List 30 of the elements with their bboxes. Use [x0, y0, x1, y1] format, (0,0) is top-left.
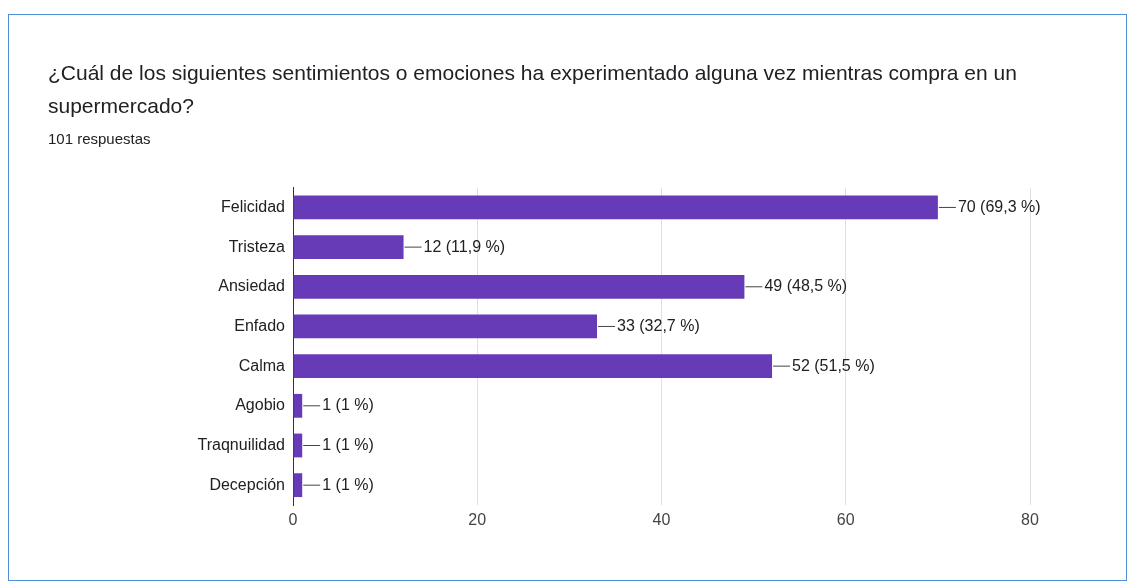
- y-tick-label: Enfado: [234, 316, 286, 334]
- data-label: 70 (69,3 %): [957, 197, 1041, 215]
- y-tick-label: Tristeza: [228, 237, 286, 255]
- x-tick-label: 60: [836, 511, 855, 529]
- data-label: 52 (51,5 %): [792, 356, 875, 374]
- y-tick-label: Traqnuilidad: [197, 435, 285, 453]
- data-label: 1 (1 %): [322, 475, 374, 493]
- x-tick-label: 80: [1021, 511, 1039, 529]
- text: 101 respuestas: [48, 130, 151, 147]
- bar: [293, 354, 773, 379]
- y-tick-label: Calma: [238, 356, 286, 374]
- data-label: 12 (11,9 %): [423, 237, 506, 255]
- bar: [293, 235, 404, 260]
- data-label: 1 (1 %): [322, 396, 374, 414]
- data-label: 49 (48,5 %): [764, 277, 848, 295]
- y-tick-label: Felicidad: [220, 197, 285, 215]
- bar: [293, 393, 303, 418]
- bar: [293, 274, 745, 299]
- bar: [293, 473, 303, 498]
- bar: [293, 314, 598, 339]
- data-label: 33 (32,7 %): [617, 316, 700, 334]
- bar: [293, 195, 938, 220]
- y-tick-label: Decepción: [209, 475, 285, 493]
- data-label: 1 (1 %): [322, 435, 374, 453]
- x-tick-label: 20: [468, 511, 487, 529]
- x-tick-label: 40: [652, 511, 671, 529]
- x-tick-label: 0: [288, 511, 298, 529]
- chart-title: ¿Cuál de los siguientes sentimientos o emociones ha experimentado alguna vez mientras compra en un supermercado?: [48, 60, 1018, 119]
- y-tick-label: Ansiedad: [218, 277, 285, 295]
- y-tick-label: Agobio: [235, 396, 286, 414]
